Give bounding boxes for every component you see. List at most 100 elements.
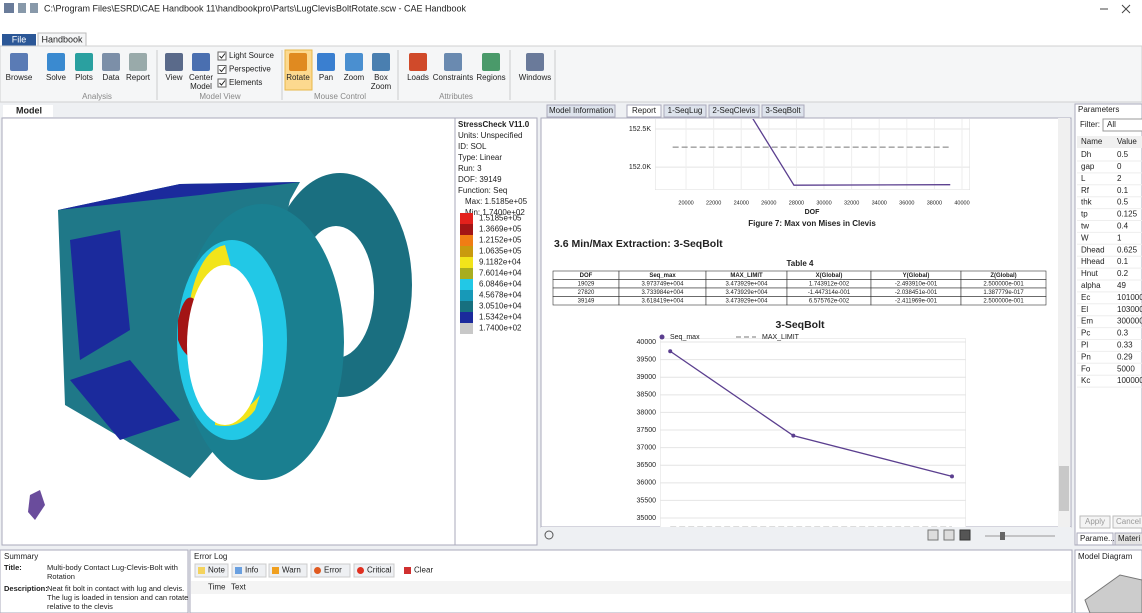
button-icon[interactable] (75, 53, 93, 71)
button-icon[interactable] (345, 53, 363, 71)
param-value[interactable]: 101000 (1117, 293, 1142, 302)
report-tab-label[interactable]: 2-SeqClevis (712, 106, 755, 115)
param-value[interactable]: 0.1 (1117, 257, 1129, 266)
panel-tab[interactable] (1076, 532, 1114, 546)
param-value[interactable]: 103000 (1117, 305, 1142, 314)
param-value[interactable]: 0.1 (1117, 186, 1129, 195)
zoom-thumb[interactable] (1000, 532, 1005, 540)
panel-tab[interactable] (1114, 532, 1142, 546)
panel-tab-label[interactable]: Parame... (1080, 534, 1115, 543)
button-icon[interactable] (289, 53, 307, 71)
param-value[interactable]: 0.29 (1117, 352, 1133, 361)
button-label[interactable]: Zoom (371, 82, 392, 91)
button-icon[interactable] (10, 53, 28, 71)
log-filter-button[interactable] (353, 563, 395, 578)
param-value[interactable]: 1 (1117, 233, 1122, 242)
param-value[interactable]: 0.5 (1117, 150, 1129, 159)
log-filter-icon[interactable] (404, 567, 411, 574)
button-label[interactable]: Browse (6, 73, 33, 82)
filter-value[interactable]: All (1107, 120, 1116, 129)
apply-button[interactable] (1079, 515, 1111, 529)
checkbox-label[interactable]: Perspective (229, 65, 271, 74)
button-label[interactable]: Pan (319, 73, 333, 82)
checkmark[interactable] (219, 66, 226, 73)
button-label[interactable]: Constraints (433, 73, 473, 82)
report-tab-label[interactable]: Report (632, 106, 657, 115)
button-icon[interactable] (409, 53, 427, 71)
search-icon[interactable] (544, 530, 554, 540)
button-icon[interactable] (317, 53, 335, 71)
button-label[interactable]: Plots (75, 73, 93, 82)
button-label[interactable]: Model (190, 82, 212, 91)
view-button[interactable] (927, 529, 939, 541)
param-value[interactable]: 0.2 (1117, 269, 1129, 278)
report-tab[interactable] (626, 104, 662, 118)
button-label[interactable]: Data (103, 73, 120, 82)
button-label[interactable]: Windows (519, 73, 551, 82)
button-label[interactable]: Box (374, 73, 388, 82)
report-tab[interactable] (663, 104, 707, 118)
qa-icon[interactable] (30, 3, 38, 13)
param-value[interactable]: 0.3 (1117, 329, 1129, 338)
param-value[interactable]: 5000 (1117, 364, 1135, 373)
report-tab-label[interactable]: 3-SeqBolt (765, 106, 801, 115)
button-icon[interactable] (192, 53, 210, 71)
param-value[interactable]: 100000 (1117, 376, 1142, 385)
log-filter-icon[interactable] (198, 567, 205, 574)
checkbox[interactable] (217, 65, 227, 74)
button-icon[interactable] (444, 53, 462, 71)
log-filter-icon[interactable] (357, 567, 364, 574)
param-value[interactable]: 0.4 (1117, 222, 1129, 231)
button-icon[interactable] (129, 53, 147, 71)
report-tab[interactable] (546, 104, 616, 118)
scrollbar[interactable] (1058, 118, 1070, 527)
button-label[interactable]: Rotate (286, 73, 310, 82)
param-value[interactable]: 300000 (1117, 317, 1142, 326)
report-tab[interactable] (708, 104, 760, 118)
button-icon[interactable] (47, 53, 65, 71)
log-filter-label[interactable]: Note (208, 566, 225, 575)
log-filter-button[interactable] (310, 563, 351, 578)
button-icon[interactable] (165, 53, 183, 71)
button-label[interactable]: Loads (407, 73, 429, 82)
button-icon[interactable] (372, 53, 390, 71)
checkbox[interactable] (217, 78, 227, 88)
filter-box[interactable] (1102, 118, 1142, 132)
param-value[interactable]: 0.625 (1117, 245, 1138, 254)
button-icon[interactable] (526, 53, 544, 71)
scroll-thumb[interactable] (1059, 466, 1069, 511)
report-tab-label[interactable]: 1-SeqLug (668, 106, 703, 115)
checkmark[interactable] (219, 53, 226, 59)
log-filter-icon[interactable] (272, 567, 279, 574)
checkmark[interactable] (219, 80, 226, 86)
button-label[interactable]: Zoom (344, 73, 365, 82)
button-label[interactable]: Regions (476, 73, 505, 82)
button-label[interactable]: Center (189, 73, 213, 82)
checkbox-label[interactable]: Light Source (229, 51, 274, 60)
param-value[interactable]: 2 (1117, 174, 1122, 183)
param-value[interactable]: 0.125 (1117, 210, 1138, 219)
file-button[interactable] (2, 34, 36, 46)
log-filter-label[interactable]: Warn (282, 566, 301, 575)
file-label[interactable]: File (12, 34, 27, 44)
button-label[interactable]: View (165, 73, 182, 82)
button-icon[interactable] (102, 53, 120, 71)
log-filter-label[interactable]: Clear (414, 566, 433, 575)
log-filter-label[interactable]: Error (324, 566, 342, 575)
qa-icon[interactable] (18, 3, 26, 13)
close-button[interactable] (1121, 4, 1131, 14)
checkbox-label[interactable]: Elements (229, 78, 262, 87)
report-tab-label[interactable]: Model Information (549, 106, 613, 115)
ribbon-tab-label[interactable]: Handbook (41, 34, 83, 44)
button-icon[interactable] (482, 53, 500, 71)
cancel-label[interactable]: Cancel (1116, 517, 1141, 526)
view-button[interactable] (959, 529, 971, 541)
param-value[interactable]: 0 (1117, 162, 1122, 171)
report-tab[interactable] (761, 104, 805, 118)
cancel-button[interactable] (1112, 515, 1142, 529)
panel-tab-label[interactable]: Materi (1118, 534, 1140, 543)
param-value[interactable]: 0.33 (1117, 341, 1133, 350)
view-button[interactable] (943, 529, 955, 541)
button-label[interactable]: Solve (46, 73, 67, 82)
param-value[interactable]: 49 (1117, 281, 1126, 290)
